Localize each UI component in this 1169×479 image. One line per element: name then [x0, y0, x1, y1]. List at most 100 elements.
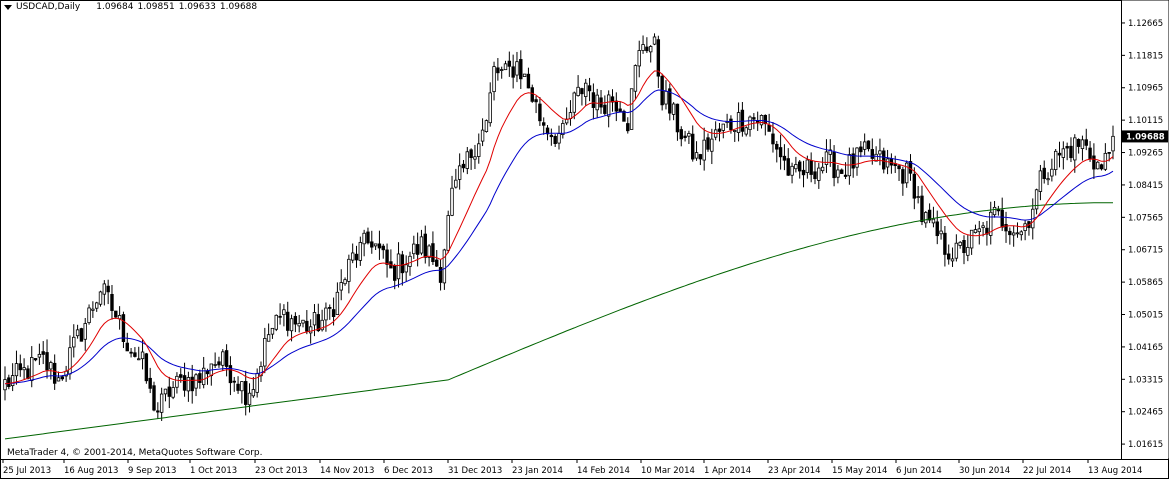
moving-averages-layer: [4, 70, 1114, 440]
candle-body: [26, 368, 30, 380]
candle-body: [561, 123, 565, 135]
candle-body: [1019, 231, 1024, 236]
candle-body: [41, 351, 45, 355]
candle-body: [675, 103, 680, 133]
candle-body: [1088, 147, 1092, 159]
candle-body: [496, 67, 500, 74]
candle-body: [274, 314, 278, 330]
candle-body: [167, 386, 171, 397]
candle-body: [465, 151, 470, 169]
time-axis: 25 Jul 2013 16 Aug 2013 9 Sep 2013 1 Oct 20…: [2, 459, 1142, 476]
collapse-triangle-icon[interactable]: [4, 4, 12, 10]
price-tick-label: 1.05015: [1128, 311, 1163, 321]
candle-body: [950, 258, 955, 262]
candle-body: [908, 161, 913, 174]
candle-body: [1015, 232, 1020, 235]
candle-body: [985, 227, 989, 235]
candle-body: [786, 158, 790, 176]
candle-body: [744, 127, 748, 135]
ohlc-close: 1.09688: [219, 2, 258, 12]
ma-fast-line: [4, 70, 1114, 385]
candle-body: [752, 117, 756, 120]
candle-body: [519, 59, 523, 80]
price-tick-label: 1.03315: [1128, 375, 1163, 385]
candle-body: [186, 377, 191, 392]
candle-body: [542, 122, 546, 126]
candle-body: [419, 236, 424, 254]
candle-body: [289, 318, 294, 332]
candle-body: [98, 291, 103, 305]
candle-body: [370, 241, 374, 248]
candle-body: [328, 307, 332, 309]
candle-body: [52, 362, 57, 384]
candle-body: [591, 92, 596, 108]
ohlc-high: 1.09851: [137, 2, 175, 12]
candle-body: [171, 387, 175, 398]
candle-body: [251, 389, 256, 397]
candle-body: [1011, 232, 1016, 236]
candle-body: [614, 100, 619, 112]
candle-body: [927, 209, 932, 221]
candle-body: [33, 358, 38, 361]
candle-body: [641, 44, 645, 51]
candle-body: [324, 307, 328, 321]
candle-body: [691, 133, 695, 160]
candle-body: [557, 133, 561, 144]
candle-body: [159, 393, 164, 413]
candle-body: [263, 338, 267, 367]
candle-body: [282, 309, 286, 316]
candle-body: [404, 264, 408, 273]
candle-body: [878, 150, 882, 155]
candle-body: [129, 351, 133, 354]
candle-body: [813, 171, 817, 180]
candle-body: [671, 103, 676, 115]
candle-body: [343, 279, 347, 285]
candle-body: [637, 50, 641, 67]
candle-body: [866, 140, 871, 150]
candle-body: [442, 249, 447, 284]
candle-body: [350, 252, 355, 261]
price-tick-label: 1.05865: [1128, 278, 1163, 288]
candle-body: [924, 212, 928, 224]
candle-body: [308, 326, 313, 334]
candle-body: [488, 92, 492, 124]
candle-body: [37, 353, 42, 358]
candle-body: [1084, 139, 1088, 146]
candle-body: [817, 167, 821, 181]
candle-body: [408, 255, 412, 267]
candle-body: [530, 87, 534, 102]
candle-body: [694, 152, 699, 159]
candle-body: [736, 112, 741, 133]
candle-body: [668, 88, 672, 114]
candle-body: [1099, 164, 1104, 170]
candle-body: [446, 215, 450, 251]
candle-body: [255, 373, 259, 393]
candle-body: [499, 69, 504, 71]
candle-body: [538, 103, 542, 122]
candle-body: [545, 127, 550, 135]
candle-body: [72, 336, 76, 348]
candle-body: [152, 385, 156, 411]
candle-body: [1076, 139, 1081, 147]
price-tick-label: 1.12665: [1128, 19, 1163, 29]
candle-body: [301, 319, 305, 324]
candle-body: [201, 367, 206, 386]
candle-body: [400, 254, 405, 274]
time-tick-label: 22 Jul 2014: [1023, 466, 1071, 476]
candle-body: [259, 366, 263, 377]
candle-body: [412, 243, 416, 255]
candle-body: [377, 243, 382, 249]
price-tick-label: 1.10965: [1128, 84, 1163, 94]
candle-body: [373, 243, 378, 247]
candle-body: [1057, 152, 1062, 156]
candle-body: [240, 381, 244, 392]
time-tick-label: 23 Oct 2013: [255, 466, 308, 476]
price-tick-label: 1.07565: [1128, 213, 1163, 223]
candle-body: [901, 169, 905, 184]
candle-body: [224, 350, 229, 367]
candle-body: [347, 258, 351, 282]
candle-body: [648, 46, 653, 53]
candle-body: [106, 285, 110, 293]
